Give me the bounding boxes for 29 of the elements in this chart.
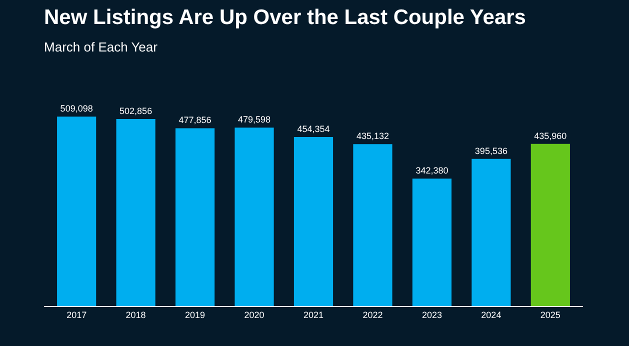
data-label: 454,354 <box>297 124 330 134</box>
x-tick-label: 2018 <box>126 310 146 320</box>
bar <box>472 158 511 306</box>
bar <box>530 144 570 306</box>
x-tick-label: 2021 <box>303 310 324 320</box>
x-tick-label: 2017 <box>66 310 87 320</box>
bar <box>294 136 334 306</box>
data-label: 502,856 <box>120 106 152 116</box>
chart-subtitle: March of Each Year <box>44 40 158 55</box>
x-tick-label: 2019 <box>185 310 206 320</box>
bar <box>353 144 392 306</box>
bar <box>175 128 215 306</box>
data-label: 342,380 <box>416 166 448 176</box>
data-label: 395,536 <box>474 146 508 156</box>
x-tick-label: 2024 <box>481 310 502 320</box>
data-label: 435,960 <box>534 130 567 141</box>
bar <box>116 118 156 306</box>
data-label: 435,132 <box>356 131 390 142</box>
bar <box>412 178 452 306</box>
chart-title: New Listings Are Up Over the Last Couple Years <box>44 6 526 30</box>
x-tick-label: 2020 <box>244 310 264 320</box>
x-tick-label: 2023 <box>422 310 442 320</box>
data-label: 479,598 <box>238 114 271 125</box>
x-tick-label: 2022 <box>362 310 383 320</box>
bar <box>234 128 274 306</box>
data-label: 477,856 <box>178 115 212 126</box>
data-label: 509,098 <box>60 104 93 114</box>
x-tick-label: 2025 <box>540 310 560 320</box>
bar <box>57 116 96 306</box>
